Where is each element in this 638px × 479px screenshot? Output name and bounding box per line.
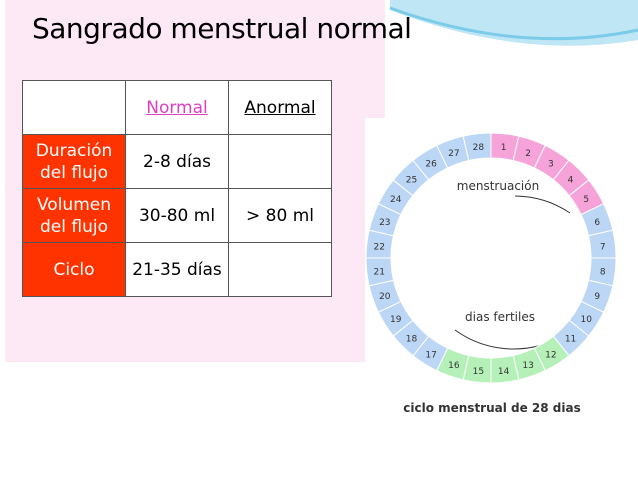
day-label: 22: [373, 242, 384, 252]
day-label: 12: [545, 350, 556, 360]
cell: 21-35 días: [125, 242, 229, 297]
day-label: 13: [522, 361, 533, 371]
day-label: 24: [390, 195, 402, 205]
bracket: [514, 195, 571, 214]
header-cell: Anormal: [228, 80, 332, 135]
day-label: 5: [583, 195, 589, 205]
day-label: 18: [406, 335, 418, 345]
day-label: 7: [600, 242, 606, 252]
day-label: 26: [425, 160, 437, 170]
day-label: 19: [390, 315, 402, 325]
day-label: 21: [373, 268, 384, 278]
phase-label: menstruación: [457, 179, 539, 193]
empty-cell: [22, 80, 126, 135]
header-cell: Normal: [125, 80, 229, 135]
day-label: 1: [501, 143, 507, 153]
table: Normal Anormal Duración del flujo 2-8 dí…: [22, 80, 332, 297]
row-label: Ciclo: [22, 242, 126, 297]
phase-label: dias fertiles: [465, 310, 535, 324]
empty-cell: [228, 242, 332, 297]
day-label: 8: [600, 268, 606, 278]
day-label: 11: [565, 335, 576, 345]
row-label: Duración del flujo: [22, 134, 126, 189]
day-label: 28: [473, 143, 485, 153]
row-label: Volumen del flujo: [22, 188, 126, 243]
day-label: 16: [448, 361, 460, 371]
empty-cell: [228, 134, 332, 189]
day-label: 15: [473, 367, 484, 377]
cell: 30-80 ml: [125, 188, 229, 243]
day-label: 20: [379, 292, 391, 302]
day-label: 9: [594, 292, 600, 302]
cell: > 80 ml: [228, 188, 332, 243]
day-label: 17: [425, 350, 436, 360]
cycle-diagram: menstruación dias fertiles ciclo menstru…: [365, 118, 632, 432]
day-label: 14: [498, 367, 510, 377]
day-label: 6: [594, 218, 600, 228]
cell: 2-8 días: [125, 134, 229, 189]
day-label: 10: [581, 315, 593, 325]
day-label: 25: [406, 175, 417, 185]
caption: ciclo menstrual de 28 dias: [403, 401, 581, 415]
decoration: [389, 0, 638, 46]
day-label: 27: [448, 149, 459, 159]
day-label: 2: [525, 149, 531, 159]
day-label: 23: [379, 218, 390, 228]
day-label: 3: [548, 160, 554, 170]
day-segment: [462, 132, 492, 162]
day-label: 4: [568, 175, 574, 185]
title: Sangrado menstrual normal: [32, 12, 412, 45]
